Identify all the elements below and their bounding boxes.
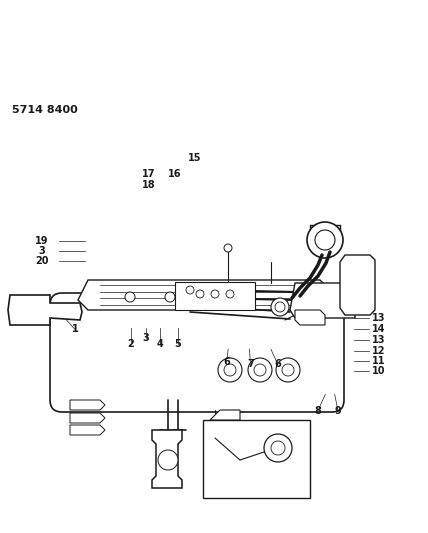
Circle shape (196, 290, 204, 298)
Circle shape (282, 364, 294, 376)
Text: 7: 7 (247, 359, 254, 368)
FancyBboxPatch shape (175, 282, 255, 310)
Text: 13: 13 (372, 335, 386, 344)
Text: 8: 8 (314, 407, 321, 416)
Text: 3: 3 (39, 246, 45, 256)
Polygon shape (152, 430, 182, 488)
Polygon shape (203, 420, 310, 498)
Circle shape (125, 292, 135, 302)
Text: 11: 11 (372, 356, 386, 366)
Circle shape (271, 441, 285, 455)
Circle shape (186, 286, 194, 294)
Polygon shape (210, 410, 240, 420)
Polygon shape (70, 413, 105, 423)
Text: 3: 3 (142, 333, 149, 343)
Circle shape (294, 298, 312, 316)
Circle shape (315, 230, 335, 250)
Circle shape (226, 290, 234, 298)
Circle shape (248, 358, 272, 382)
Circle shape (218, 358, 242, 382)
Circle shape (276, 358, 300, 382)
Polygon shape (295, 310, 325, 325)
Text: 6: 6 (274, 359, 281, 368)
Circle shape (307, 222, 343, 258)
Text: 10: 10 (372, 366, 386, 376)
Text: 5714 8400: 5714 8400 (12, 105, 78, 115)
Circle shape (254, 364, 266, 376)
FancyBboxPatch shape (50, 293, 344, 412)
Text: 14: 14 (372, 324, 386, 334)
Text: 1: 1 (71, 325, 78, 334)
Circle shape (275, 302, 285, 312)
Polygon shape (78, 280, 330, 310)
Text: 5: 5 (174, 339, 181, 349)
Polygon shape (340, 255, 375, 315)
Circle shape (245, 295, 255, 305)
Polygon shape (290, 283, 355, 318)
Text: 18: 18 (142, 181, 156, 190)
Text: 17: 17 (142, 169, 156, 179)
Circle shape (211, 290, 219, 298)
Polygon shape (70, 425, 105, 435)
Circle shape (224, 364, 236, 376)
Text: 6: 6 (223, 358, 230, 367)
Text: 20: 20 (35, 256, 49, 266)
Text: 9: 9 (335, 407, 342, 416)
Text: 13: 13 (372, 313, 386, 322)
Text: 15: 15 (188, 153, 202, 163)
Circle shape (271, 298, 289, 316)
Polygon shape (70, 400, 105, 410)
Circle shape (165, 292, 175, 302)
Text: 16: 16 (168, 169, 181, 179)
Text: 12: 12 (372, 346, 386, 356)
Circle shape (158, 450, 178, 470)
Circle shape (264, 434, 292, 462)
Text: 19: 19 (35, 236, 49, 246)
Text: 2: 2 (127, 339, 134, 349)
Circle shape (224, 244, 232, 252)
Text: 4: 4 (157, 339, 164, 349)
Polygon shape (8, 295, 82, 325)
Circle shape (298, 302, 308, 312)
Circle shape (205, 295, 215, 305)
